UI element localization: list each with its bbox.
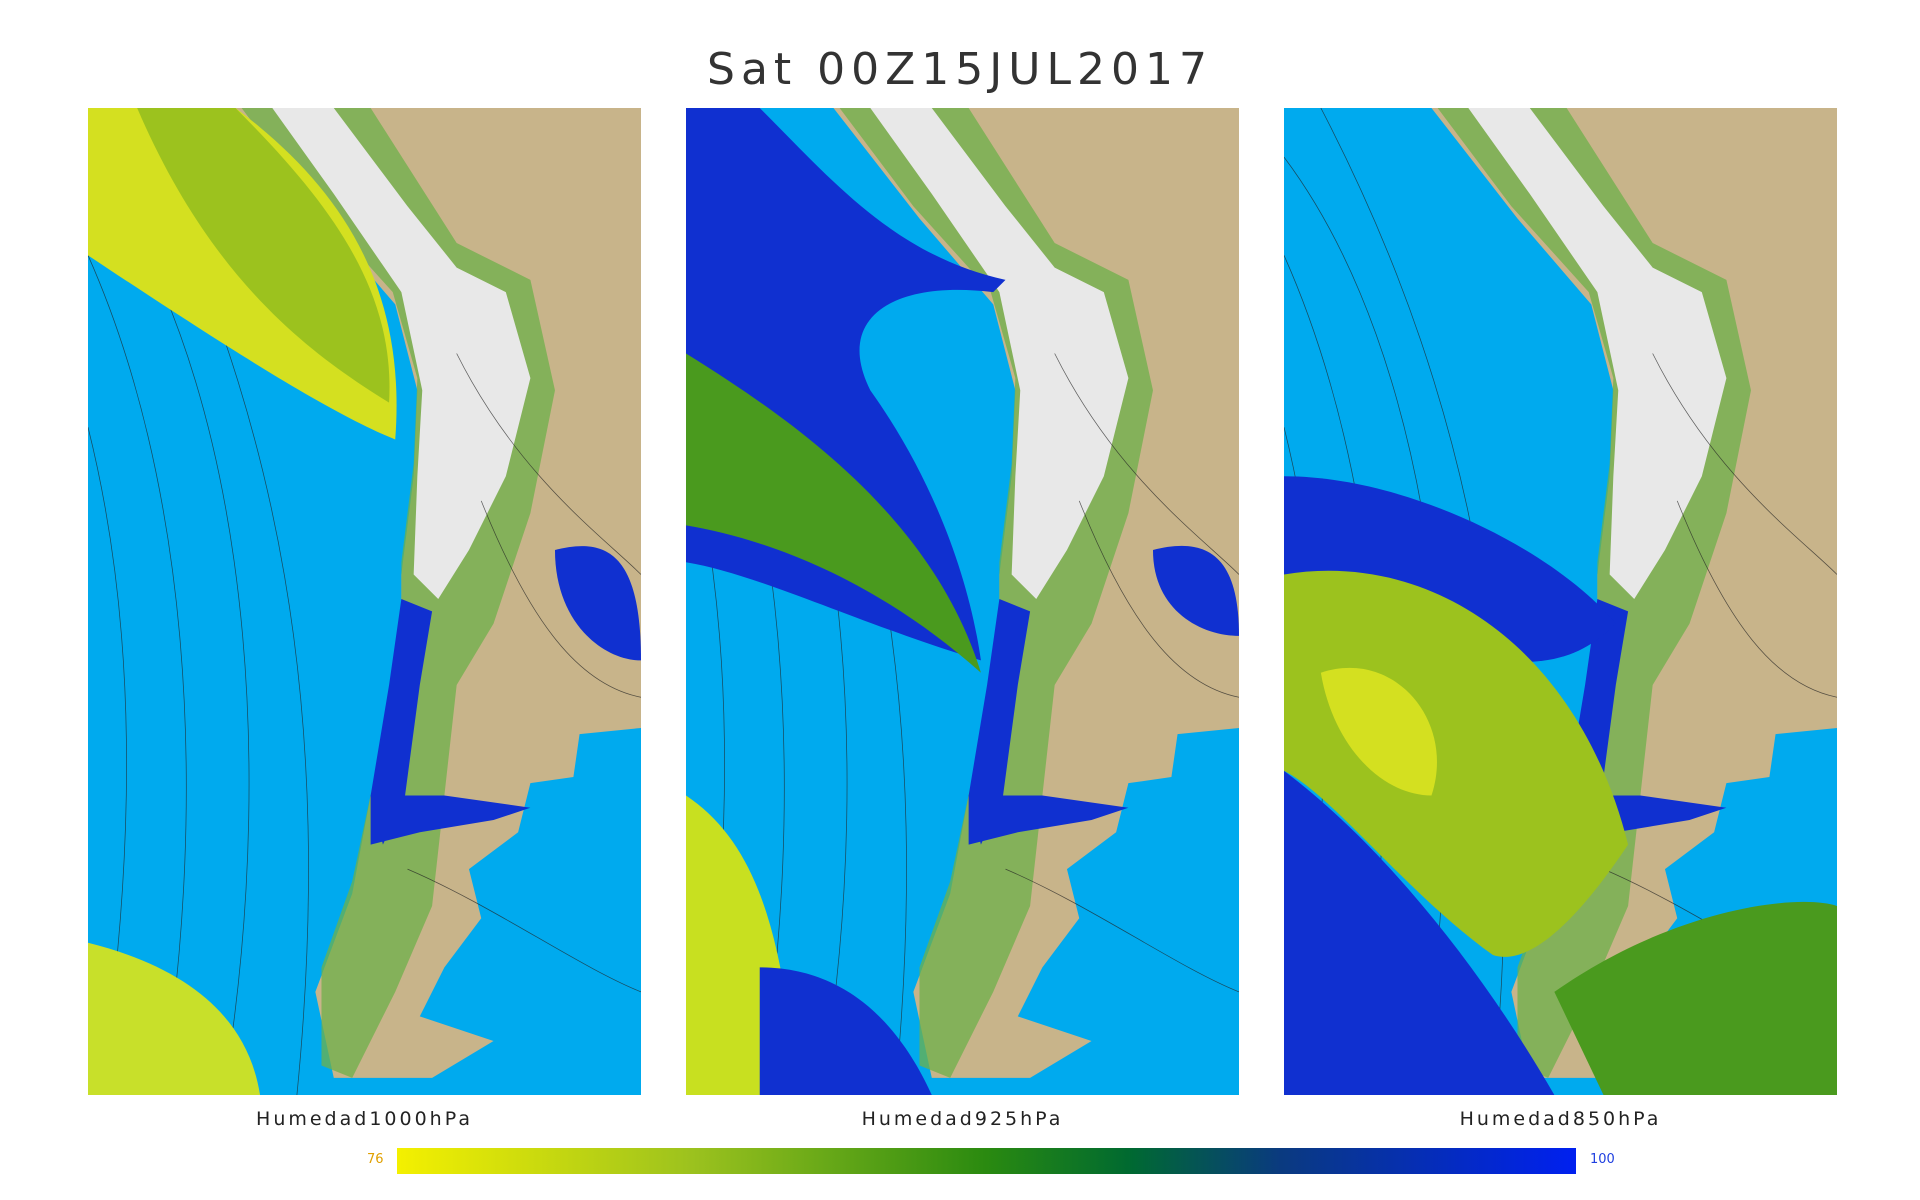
map-925 <box>686 108 1239 1095</box>
panel-label: Humedad850hPa <box>1459 1108 1662 1130</box>
colorbar-max: 100 <box>1590 1152 1615 1167</box>
panel-label: Humedad1000hPa <box>256 1108 473 1130</box>
map-850 <box>1284 108 1837 1095</box>
title: Sat 00Z15JUL2017 <box>707 44 1213 95</box>
panel-label: Humedad925hPa <box>861 1108 1064 1130</box>
colorbar-min: 76 <box>367 1152 384 1167</box>
map-1000 <box>88 108 641 1095</box>
colorbar <box>397 1148 1576 1174</box>
